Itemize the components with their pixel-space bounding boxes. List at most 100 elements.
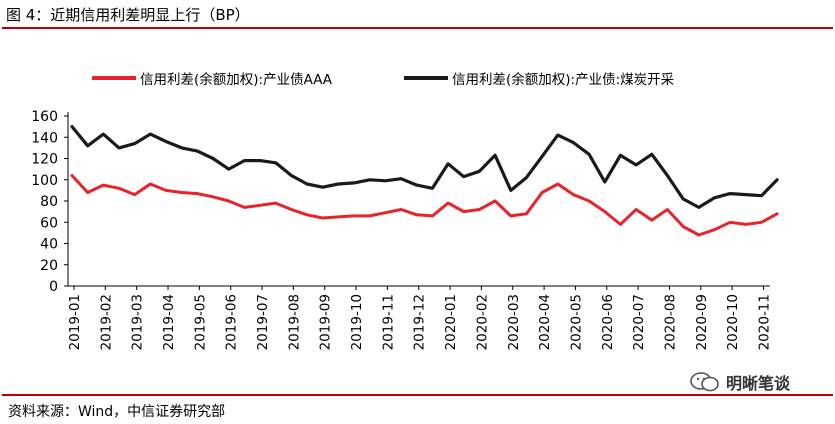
data-point-coal <box>369 179 371 181</box>
data-point-coal <box>588 153 590 155</box>
data-point-coal <box>87 145 89 147</box>
data-point-coal <box>698 206 700 208</box>
data-point-coal <box>306 183 308 185</box>
data-point-coal <box>619 154 622 156</box>
legend-item-coal: 信用利差(余额加权):产业债:煤炭开采 <box>404 68 674 88</box>
data-point-coal <box>510 189 512 191</box>
data-point-coal <box>165 140 167 143</box>
legend-swatch-red <box>92 76 136 80</box>
legend-label-coal: 信用利差(余额加权):产业债:煤炭开采 <box>452 72 675 88</box>
y-tick-label: 140 <box>31 130 58 146</box>
y-tick-label: 100 <box>31 173 58 189</box>
data-point-aaa <box>619 223 622 225</box>
legend-item-aaa: 信用利差(余额加权):产业债AAA <box>92 68 332 88</box>
data-point-coal <box>494 154 496 156</box>
data-point-coal <box>604 181 606 183</box>
data-point-coal <box>541 155 543 157</box>
data-point-aaa <box>572 194 575 196</box>
data-point-aaa <box>431 215 433 217</box>
x-tick-label: 2019-08 <box>286 294 302 350</box>
x-tick-label: 2019-12 <box>412 294 428 350</box>
data-point-coal <box>525 177 528 179</box>
data-point-aaa <box>760 221 763 223</box>
data-point-coal <box>353 182 355 184</box>
data-point-coal <box>760 195 763 197</box>
data-point-aaa <box>259 204 261 206</box>
data-point-aaa <box>776 213 778 215</box>
data-point-aaa <box>557 183 559 185</box>
y-tick-label: 60 <box>40 215 58 231</box>
x-tick-label: 2019-07 <box>255 294 271 350</box>
data-point-aaa <box>306 214 308 216</box>
data-point-aaa <box>666 208 669 211</box>
data-point-aaa <box>416 214 418 216</box>
data-point-aaa <box>588 200 590 202</box>
data-point-aaa <box>228 200 230 202</box>
y-tick-label: 160 <box>31 109 58 125</box>
data-point-coal <box>212 157 214 160</box>
data-point-aaa <box>447 202 449 204</box>
data-point-coal <box>322 186 324 188</box>
data-point-aaa <box>118 187 120 189</box>
data-point-coal <box>102 133 104 135</box>
legend-label-aaa: 信用利差(余额加权):产业债AAA <box>140 72 333 88</box>
data-point-coal <box>118 147 120 149</box>
y-tick-label: 20 <box>40 258 58 274</box>
data-point-aaa <box>243 206 245 208</box>
data-point-aaa <box>149 183 151 185</box>
data-point-coal <box>557 134 559 136</box>
data-point-aaa <box>635 208 637 211</box>
series-line-coal <box>70 125 779 209</box>
x-tick-label: 2020-09 <box>694 294 710 350</box>
data-point-coal <box>337 183 339 185</box>
x-tick-label: 2020-04 <box>537 294 553 350</box>
data-point-aaa <box>87 191 89 194</box>
y-tick-label: 0 <box>49 279 58 295</box>
data-point-coal <box>149 133 151 135</box>
data-point-coal <box>682 198 684 200</box>
x-tick-label: 2020-11 <box>756 294 772 350</box>
data-point-aaa <box>71 174 73 177</box>
watermark-text: 明晰笔谈 <box>726 374 791 393</box>
x-tick-label: 2020-02 <box>474 294 490 350</box>
data-point-aaa <box>525 213 528 215</box>
data-point-aaa <box>384 212 386 214</box>
y-tick-label: 80 <box>40 194 58 210</box>
data-point-aaa <box>494 200 496 202</box>
data-point-aaa <box>510 215 512 217</box>
data-point-aaa <box>698 234 700 236</box>
data-point-coal <box>776 179 778 181</box>
x-tick-label: 2019-05 <box>192 294 208 350</box>
title-divider <box>2 27 833 29</box>
data-point-coal <box>384 180 386 182</box>
data-point-coal <box>290 174 292 177</box>
data-point-aaa <box>682 225 684 228</box>
data-point-coal <box>447 163 449 165</box>
x-tick-label: 2020-08 <box>662 294 678 350</box>
x-tick-label: 2019-10 <box>349 294 365 350</box>
data-point-coal <box>431 187 433 189</box>
data-point-coal <box>635 164 637 166</box>
data-point-coal <box>478 170 480 172</box>
data-point-coal <box>243 160 245 162</box>
data-point-aaa <box>322 217 324 219</box>
x-tick-label: 2019-11 <box>380 294 396 350</box>
data-point-coal <box>666 174 669 177</box>
data-point-aaa <box>400 208 402 211</box>
data-point-coal <box>713 197 716 199</box>
data-point-coal <box>228 168 230 170</box>
data-point-coal <box>275 162 277 164</box>
data-point-aaa <box>713 229 716 231</box>
data-point-coal <box>651 153 653 155</box>
chart-title: 图 4：近期信用利差明显上行（BP） <box>6 6 250 24</box>
x-tick-label: 2019-02 <box>98 294 114 350</box>
x-tick-label: 2020-10 <box>725 294 741 350</box>
x-tick-label: 2019-01 <box>67 294 83 350</box>
data-point-coal <box>416 184 418 186</box>
data-point-coal <box>463 176 465 178</box>
data-point-aaa <box>729 221 731 223</box>
data-point-aaa <box>196 193 198 195</box>
data-point-aaa <box>181 191 183 194</box>
watermark: 明晰笔谈 <box>690 370 790 394</box>
data-point-coal <box>400 178 402 180</box>
